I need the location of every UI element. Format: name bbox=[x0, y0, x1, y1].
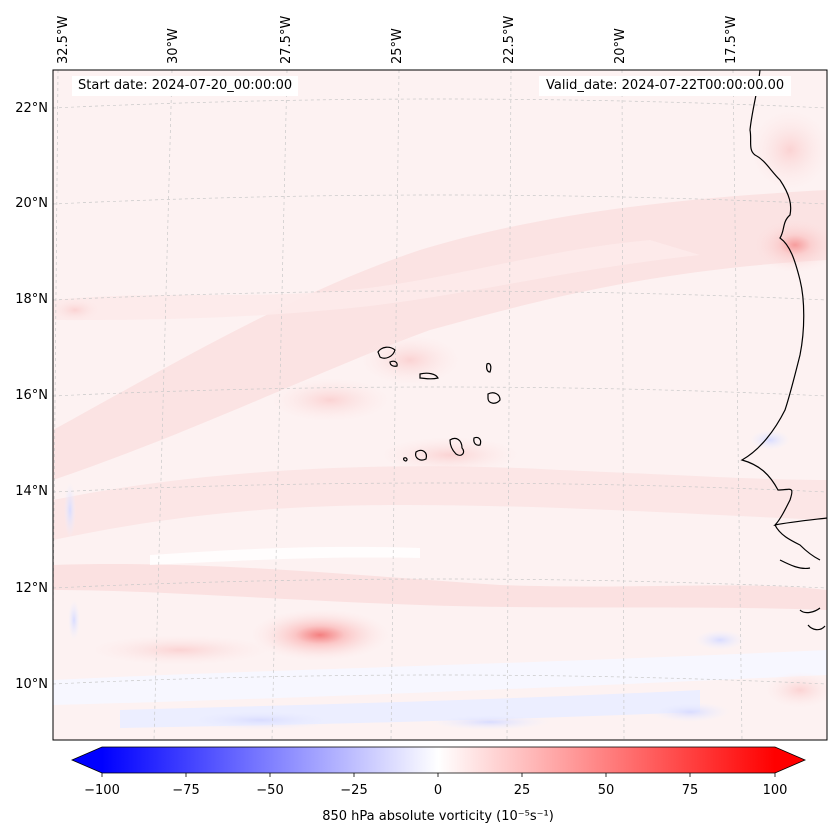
colorbar-max-extend bbox=[775, 747, 805, 773]
island-sal bbox=[486, 362, 492, 373]
lat-label: 10°N bbox=[15, 677, 48, 692]
island-santo-antao bbox=[377, 346, 396, 359]
colorbar-gradient bbox=[102, 747, 775, 773]
lat-label: 20°N bbox=[15, 196, 48, 211]
graticule bbox=[53, 70, 827, 740]
island-sao-nicolau bbox=[419, 372, 439, 380]
colorbar-tick-label: −75 bbox=[172, 783, 199, 798]
valid-date-label: Valid_date: 2024-07-22T00:00:00.00 bbox=[539, 76, 792, 96]
colorbar-tick-label: 0 bbox=[434, 783, 442, 798]
colorbar-min-extend bbox=[72, 747, 102, 773]
island-fogo bbox=[415, 449, 427, 461]
island-sao-vicente bbox=[389, 360, 398, 367]
colorbar-tick-label: −25 bbox=[340, 783, 367, 798]
lat-label: 12°N bbox=[15, 581, 48, 596]
colorbar-tick-label: 100 bbox=[763, 783, 788, 798]
lat-label: 22°N bbox=[15, 101, 48, 116]
colorbar-tick-label: −100 bbox=[84, 783, 120, 798]
latitude-labels: 22°N 20°N 18°N 16°N 14°N 12°N 10°N bbox=[15, 101, 48, 692]
africa-coastline bbox=[740, 70, 827, 526]
island-brava bbox=[403, 457, 408, 462]
map-frame bbox=[52, 69, 828, 741]
lat-label: 18°N bbox=[15, 292, 48, 307]
colorbar-ticks bbox=[101, 773, 776, 777]
lon-label: 20°W bbox=[613, 28, 628, 64]
colorbar-title: 850 hPa absolute vorticity (10⁻⁵s⁻¹) bbox=[322, 809, 554, 824]
lon-label: 30°W bbox=[166, 28, 181, 64]
lat-label: 16°N bbox=[15, 388, 48, 403]
vorticity-field bbox=[53, 70, 827, 740]
coastlines bbox=[377, 70, 827, 631]
lon-label: 25°W bbox=[390, 28, 405, 64]
start-date-label: Start date: 2024-07-20_00:00:00 bbox=[72, 76, 299, 96]
colorbar-tick-label: 75 bbox=[682, 783, 699, 798]
lon-label: 22.5°W bbox=[502, 16, 517, 64]
colorbar-tick-label: 50 bbox=[598, 783, 615, 798]
island-boa-vista bbox=[487, 392, 501, 404]
lat-label: 14°N bbox=[15, 484, 48, 499]
lon-label: 27.5°W bbox=[279, 16, 294, 64]
lon-label: 17.5°W bbox=[724, 16, 739, 64]
lon-label: 32.5°W bbox=[56, 16, 71, 64]
colorbar-tick-label: −50 bbox=[256, 783, 283, 798]
longitude-labels: 32.5°W 30°W 27.5°W 25°W 22.5°W 20°W 17.5… bbox=[56, 16, 739, 64]
colorbar: −100 −75 −50 −25 0 25 50 75 100 850 hPa … bbox=[70, 746, 807, 824]
island-santiago bbox=[449, 437, 465, 456]
island-maio bbox=[473, 436, 482, 446]
colorbar-tick-label: 25 bbox=[514, 783, 531, 798]
